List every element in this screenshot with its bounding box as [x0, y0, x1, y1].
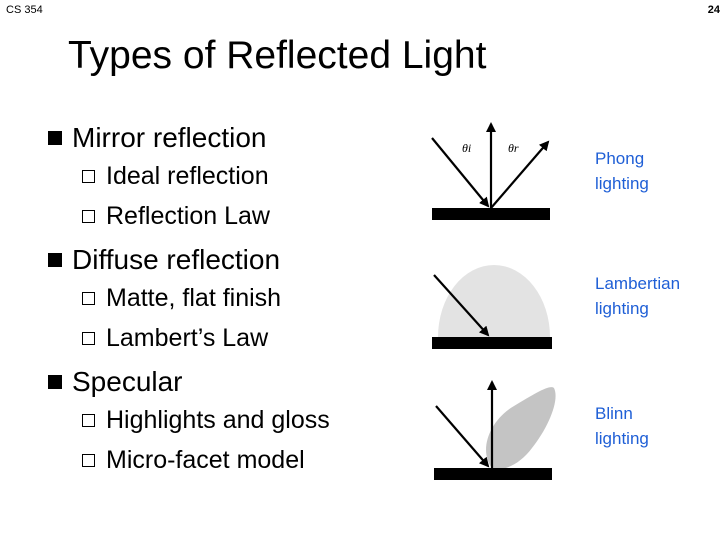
sub-bullet-label: Highlights and gloss — [106, 405, 330, 434]
filled-square-bullet-icon — [48, 253, 62, 267]
sub-bullet-label: Lambert’s Law — [106, 323, 269, 352]
filled-square-bullet-icon — [48, 375, 62, 389]
hollow-square-bullet-icon — [82, 453, 95, 467]
caption-line: lighting — [595, 174, 649, 193]
theta-reflected-label: θr — [508, 141, 519, 155]
sub-bullet-label: Micro-facet model — [106, 445, 305, 474]
slide-title: Types of Reflected Light — [68, 34, 487, 77]
bullet-list: Mirror reflection Ideal reflection Refle… — [44, 118, 424, 480]
incident-ray — [435, 405, 490, 468]
specular-reflection-diagram — [434, 380, 556, 480]
page-number: 24 — [707, 4, 720, 16]
sub-bullet-label: Matte, flat finish — [106, 283, 282, 312]
incident-ray — [431, 137, 490, 208]
caption-line: lighting — [595, 299, 649, 318]
reflected-ray — [490, 140, 550, 209]
bullet-label: Specular — [72, 366, 183, 397]
sub-bullet-reflection-law: Reflection Law — [44, 196, 424, 236]
sub-bullet-ideal-reflection: Ideal reflection — [44, 156, 424, 196]
mirror-reflection-diagram: θi θr — [431, 122, 550, 220]
course-label: CS 354 — [6, 4, 43, 16]
bullet-mirror-reflection: Mirror reflection — [44, 120, 424, 156]
hollow-square-bullet-icon — [82, 169, 95, 183]
surface — [434, 468, 552, 480]
specular-lobe — [486, 387, 556, 470]
caption-phong: Phong lighting — [595, 146, 649, 196]
sub-bullet-label: Reflection Law — [106, 201, 270, 230]
sub-bullet-highlights-gloss: Highlights and gloss — [44, 400, 424, 440]
caption-line: lighting — [595, 429, 649, 448]
sub-bullet-lamberts-law: Lambert’s Law — [44, 318, 424, 358]
filled-square-bullet-icon — [48, 131, 62, 145]
sub-bullet-label: Ideal reflection — [106, 161, 269, 190]
hollow-square-bullet-icon — [82, 291, 95, 305]
caption-line: Phong — [595, 149, 645, 168]
surface — [432, 337, 552, 349]
bullet-specular: Specular — [44, 364, 424, 400]
diffuse-reflection-diagram — [432, 265, 552, 349]
sub-bullet-matte-finish: Matte, flat finish — [44, 278, 424, 318]
sub-bullet-micro-facet: Micro-facet model — [44, 440, 424, 480]
bullet-label: Diffuse reflection — [72, 244, 281, 275]
hollow-square-bullet-icon — [82, 413, 95, 427]
bullet-label: Mirror reflection — [72, 122, 267, 153]
incident-ray — [433, 274, 490, 337]
surface — [432, 208, 550, 220]
hollow-square-bullet-icon — [82, 331, 95, 345]
caption-lambertian: Lambertian lighting — [595, 271, 680, 321]
theta-incident-label: θi — [462, 141, 471, 155]
caption-line: Blinn — [595, 404, 633, 423]
diffuse-lobe — [438, 265, 550, 337]
caption-line: Lambertian — [595, 274, 681, 293]
bullet-diffuse-reflection: Diffuse reflection — [44, 242, 424, 278]
hollow-square-bullet-icon — [82, 209, 95, 223]
caption-blinn: Blinn lighting — [595, 401, 649, 451]
